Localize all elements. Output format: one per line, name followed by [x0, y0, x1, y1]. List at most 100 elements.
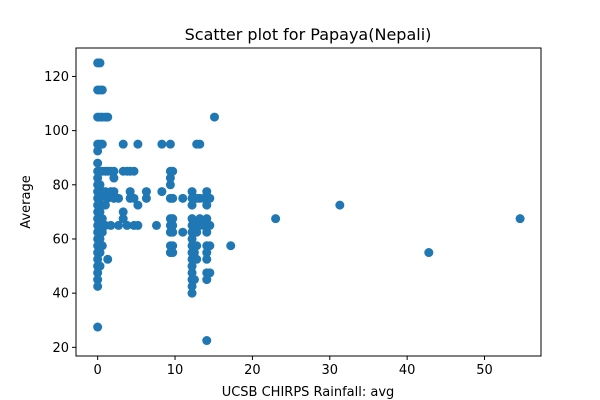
scatter-point [271, 214, 281, 224]
scatter-point [95, 207, 105, 217]
scatter-point [97, 241, 107, 251]
scatter-point [202, 227, 212, 237]
scatter-point [122, 220, 132, 230]
scatter-point [202, 275, 212, 285]
scatter-point [93, 281, 103, 291]
scatter-point [93, 173, 103, 183]
scatter-point [95, 58, 105, 68]
scatter-point [93, 322, 103, 332]
scatter-point [178, 193, 188, 203]
scatter-point [192, 254, 202, 264]
scatter-point [187, 187, 197, 197]
scatter-point [109, 187, 119, 197]
scatter-point [129, 193, 139, 203]
chart-title: Scatter plot for Papaya(Nepali) [185, 25, 432, 44]
y-tick-label: 100 [44, 124, 69, 139]
points-layer [93, 58, 525, 346]
scatter-point [157, 187, 167, 197]
scatter-point [141, 187, 151, 197]
scatter-point [187, 234, 197, 244]
y-tick-label: 80 [52, 178, 69, 193]
scatter-point [168, 227, 178, 237]
scatter-point [95, 248, 105, 258]
scatter-point [187, 288, 197, 298]
scatter-point [202, 336, 212, 346]
scatter-point [97, 214, 107, 224]
y-tick-label: 120 [44, 70, 69, 85]
scatter-point [93, 158, 103, 168]
scatter-point [192, 241, 202, 251]
scatter-point [168, 220, 178, 230]
scatter-point [106, 220, 116, 230]
scatter-point [100, 200, 110, 210]
scatter-point [226, 241, 236, 251]
scatter-point [97, 139, 107, 149]
x-tick-label: 50 [476, 363, 493, 378]
scatter-point [205, 241, 215, 251]
scatter-point [133, 200, 143, 210]
scatter-point [187, 268, 197, 278]
y-tick-label: 40 [52, 287, 69, 302]
scatter-point [202, 200, 212, 210]
scatter-point [202, 187, 212, 197]
scatter-point [205, 220, 215, 230]
scatter-point [165, 180, 175, 190]
scatter-point [189, 248, 199, 258]
scatter-point [165, 173, 175, 183]
scatter-point [109, 173, 119, 183]
scatter-point [157, 139, 167, 149]
scatter-point [93, 254, 103, 264]
scatter-point [168, 193, 178, 203]
scatter-point [187, 214, 197, 224]
scatter-point [178, 227, 188, 237]
scatter-point [93, 146, 103, 156]
scatter-point [187, 281, 197, 291]
scatter-point [168, 248, 178, 258]
scatter-point [118, 207, 128, 217]
scatter-point [189, 275, 199, 285]
x-tick-label: 10 [167, 363, 184, 378]
scatter-point [103, 254, 113, 264]
x-axis-title: UCSB CHIRPS Rainfall: avg [222, 385, 395, 400]
plot-frame [75, 47, 542, 357]
y-axis: 20 40 60 80 100 120 [44, 70, 76, 356]
scatter-point [424, 248, 434, 258]
scatter-point [114, 193, 124, 203]
scatter-point [202, 214, 212, 224]
scatter-point [109, 166, 119, 176]
x-tick-label: 20 [244, 363, 261, 378]
scatter-point [165, 139, 175, 149]
scatter-point [187, 200, 197, 210]
scatter-point [118, 214, 128, 224]
scatter-point [95, 193, 105, 203]
scatter-point [335, 200, 345, 210]
scatter-point [205, 193, 215, 203]
scatter-point [103, 193, 113, 203]
scatter-point [95, 180, 105, 190]
scatter-point [95, 261, 105, 271]
scatter-point [202, 254, 212, 264]
y-tick-label: 20 [52, 341, 69, 356]
scatter-point [515, 214, 525, 224]
scatter-point [151, 220, 161, 230]
y-tick-label: 60 [52, 232, 69, 247]
scatter-point [141, 193, 151, 203]
scatter-point [195, 214, 205, 224]
scatter-point [125, 187, 135, 197]
scatter-point [187, 261, 197, 271]
x-tick-label: 40 [399, 363, 416, 378]
scatter-point [114, 220, 124, 230]
y-axis-title: Average [19, 175, 34, 228]
scatter-point [192, 227, 202, 237]
scatter-point [209, 112, 219, 122]
scatter-point [93, 275, 103, 285]
scatter-point [97, 227, 107, 237]
scatter-point [129, 166, 139, 176]
scatter-point [202, 248, 212, 258]
scatter-point [168, 166, 178, 176]
scatter-point [133, 139, 143, 149]
scatter-point [205, 268, 215, 278]
x-tick-label: 30 [322, 363, 339, 378]
scatter-point [97, 85, 107, 95]
